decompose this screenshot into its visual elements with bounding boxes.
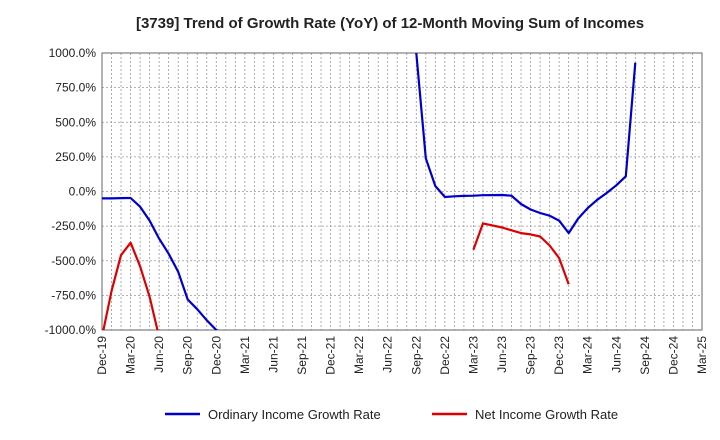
- x-tick-label: Jun-23: [495, 336, 509, 373]
- y-tick-label: 1000.0%: [49, 46, 97, 60]
- ordinary-income-growth-line: [102, 196, 220, 330]
- y-tick-label: -1000.0%: [45, 323, 97, 337]
- chart-title: [3739] Trend of Growth Rate (YoY) of 12-…: [136, 15, 644, 32]
- x-tick-label: Jun-24: [609, 336, 623, 373]
- x-tick-label: Mar-20: [124, 336, 138, 374]
- x-tick-label: Sep-20: [181, 336, 195, 375]
- legend: Ordinary Income Growth Rate Net Income G…: [165, 407, 618, 422]
- x-tick-label: Jun-21: [266, 336, 280, 373]
- x-tick-label: Mar-25: [695, 336, 709, 374]
- y-tick-label: 250.0%: [55, 150, 96, 164]
- x-tick-label: Sep-21: [295, 336, 309, 375]
- x-tick-label: Jun-22: [381, 336, 395, 373]
- x-tick-label: Sep-22: [409, 336, 423, 375]
- x-tick-label: Dec-22: [438, 336, 452, 375]
- plot-area-frame: [101, 52, 703, 331]
- x-tick-label: Dec-24: [666, 336, 680, 375]
- ordinary-income-growth-line: [414, 53, 637, 235]
- y-axis-ticks: 1000.0% 750.0% 500.0% 250.0% 0.0% -250.0% -500…: [45, 46, 97, 337]
- x-tick-label: Mar-23: [466, 336, 480, 374]
- x-tick-label: Dec-20: [209, 336, 223, 375]
- y-tick-label: -750.0%: [51, 288, 96, 302]
- x-tick-label: Sep-24: [638, 336, 652, 375]
- x-tick-label: Mar-24: [581, 336, 595, 374]
- x-tick-label: Dec-19: [95, 336, 109, 375]
- x-tick-label: Dec-23: [552, 336, 566, 375]
- y-tick-label: 500.0%: [55, 115, 96, 129]
- y-tick-label: -500.0%: [51, 254, 96, 268]
- x-tick-label: Mar-22: [352, 336, 366, 374]
- x-tick-label: Sep-23: [524, 336, 538, 375]
- grid-lines: [101, 52, 703, 331]
- net-income-growth-line: [102, 241, 159, 330]
- legend-label-net: Net Income Growth Rate: [475, 407, 618, 422]
- y-tick-label: 0.0%: [69, 185, 97, 199]
- y-tick-label: 750.0%: [55, 81, 96, 95]
- x-tick-label: Dec-21: [324, 336, 338, 375]
- series-lines: [102, 53, 637, 330]
- legend-label-ordinary: Ordinary Income Growth Rate: [208, 407, 381, 422]
- x-tick-label: Jun-20: [152, 336, 166, 373]
- net-income-growth-line: [472, 222, 570, 285]
- y-tick-label: -250.0%: [51, 219, 96, 233]
- x-tick-label: Mar-21: [238, 336, 252, 374]
- x-axis-ticks: Dec-19 Mar-20 Jun-20 Sep-20 Dec-20 Mar-21 Jun-…: [95, 336, 709, 375]
